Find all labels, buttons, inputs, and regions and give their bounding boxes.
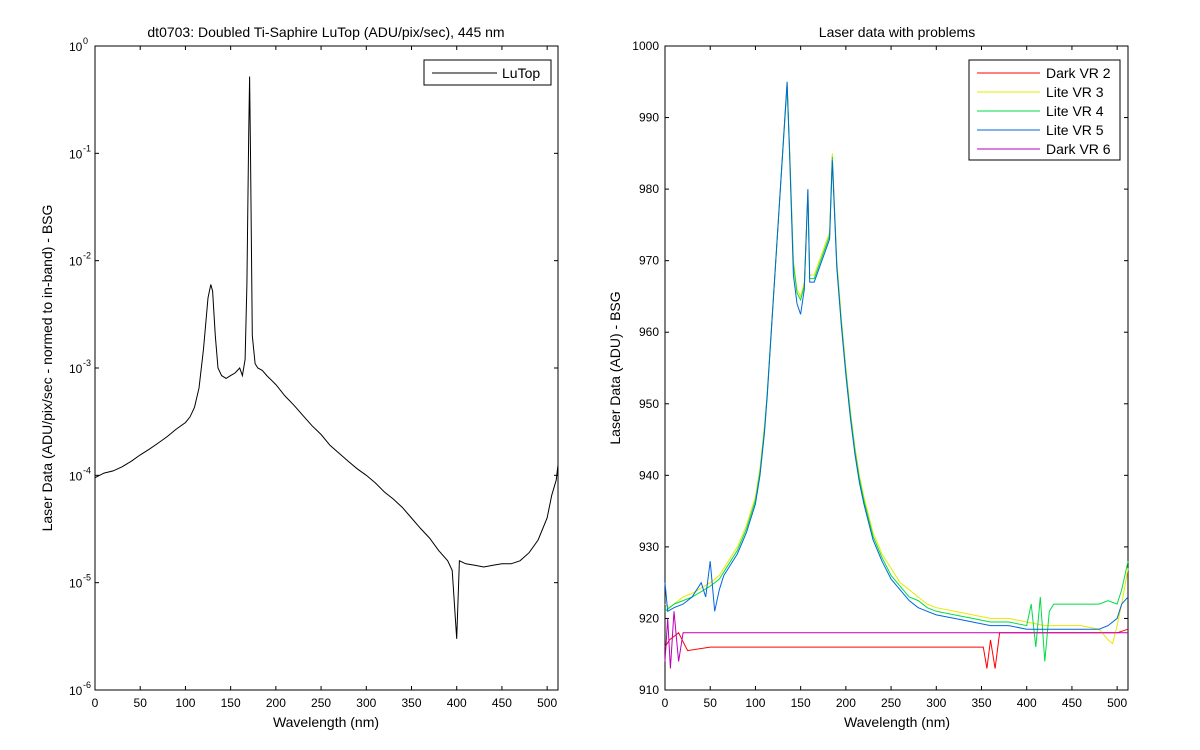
right-y-tick-label: 970 (639, 254, 659, 268)
right-series-lines (664, 81, 1129, 669)
right-y-tick-label: 1000 (632, 39, 659, 53)
right-x-tick-label: 350 (971, 696, 991, 710)
right-y-tick-label: 990 (639, 111, 659, 125)
left-plot-area (94, 45, 559, 691)
left-x-tick-label: 0 (92, 696, 99, 710)
right-series-line-dark-vr-6 (664, 611, 1128, 669)
right-legend-label: Lite VR 5 (1046, 122, 1104, 138)
right-x-tick-label: 250 (881, 696, 901, 710)
left-chart: dt0703: Doubled Ti-Saphire LuTop (ADU/pi… (39, 24, 559, 730)
left-x-ticks: 0 50 100 150 200 250 300 350 400 450 500 (92, 46, 557, 710)
left-y-tick-label-base: 10 (69, 362, 83, 376)
left-x-tick-label: 50 (134, 696, 148, 710)
left-x-axis-label: Wavelength (nm) (273, 714, 379, 730)
left-y-tick-label-base: 10 (69, 577, 83, 591)
left-series-line-lutop (94, 76, 559, 639)
left-x-tick-label: 200 (266, 696, 286, 710)
right-legend-box (968, 59, 1121, 161)
left-y-tick-label-exponent: -1 (83, 143, 91, 153)
left-x-tick-label: 500 (537, 696, 557, 710)
left-x-tick-label: 250 (311, 696, 331, 710)
left-y-axis-label: Laser Data (ADU/pix/sec - normed to in-b… (39, 205, 55, 532)
right-x-tick-label: 50 (704, 696, 718, 710)
left-x-tick-label: 100 (175, 696, 195, 710)
left-y-tick-label-base: 10 (69, 684, 83, 698)
right-legend: Dark VR 2 Lite VR 3 Lite VR 4 Lite VR 5 Dark… (968, 59, 1121, 161)
left-x-tick-label: 300 (356, 696, 376, 710)
right-series-line-lite-vr-5 (664, 81, 1129, 630)
right-x-tick-label: 0 (662, 696, 669, 710)
right-x-axis-label: Wavelength (nm) (844, 714, 950, 730)
right-legend-label: Dark VR 6 (1046, 141, 1111, 157)
right-y-tick-label: 960 (639, 325, 659, 339)
right-x-tick-label: 100 (745, 696, 765, 710)
left-y-tick-label-base: 10 (69, 147, 83, 161)
right-x-tick-label: 450 (1062, 696, 1082, 710)
left-y-tick-label-exponent: 0 (83, 36, 88, 46)
left-x-tick-label: 450 (492, 696, 512, 710)
left-chart-title: dt0703: Doubled Ti-Saphire LuTop (ADU/pi… (147, 24, 504, 40)
left-y-tick-label-exponent: -5 (83, 573, 91, 583)
right-legend-label: Lite VR 3 (1046, 84, 1104, 100)
left-series-lines (94, 76, 559, 639)
right-y-tick-label: 980 (639, 182, 659, 196)
left-y-tick-label-base: 10 (69, 255, 83, 269)
left-y-tick-label-exponent: -4 (83, 465, 91, 475)
right-y-tick-label: 940 (639, 468, 659, 482)
right-legend-label: Lite VR 4 (1046, 103, 1104, 119)
left-legend: LuTop (423, 59, 552, 86)
right-x-tick-label: 150 (791, 696, 811, 710)
right-chart-title: Laser data with problems (819, 24, 975, 40)
right-x-tick-label: 200 (836, 696, 856, 710)
left-y-tick-label-exponent: -6 (83, 680, 91, 690)
left-y-tick-label-base: 10 (69, 40, 83, 54)
left-x-tick-label: 150 (221, 696, 241, 710)
left-legend-label-lutop: LuTop (502, 65, 540, 81)
right-y-tick-label: 920 (639, 611, 659, 625)
right-y-axis-label: Laser Data (ADU) - BSG (607, 291, 623, 444)
right-legend-label: Dark VR 2 (1046, 65, 1111, 81)
right-chart: Laser data with problems Wavelength (nm)… (607, 24, 1129, 730)
right-legend-items: Dark VR 2 Lite VR 3 Lite VR 4 Lite VR 5 Dark… (977, 65, 1111, 157)
right-y-ticks: 910 920 930 940 950 960 970 980 990 1000 (632, 39, 1128, 697)
right-x-ticks: 0 50 100 150 200 250 300 350 400 450 500 (662, 46, 1127, 710)
right-x-tick-label: 300 (926, 696, 946, 710)
left-x-tick-label: 400 (447, 696, 467, 710)
right-x-tick-label: 400 (1017, 696, 1037, 710)
left-y-tick-label-exponent: -2 (83, 251, 91, 261)
right-y-tick-label: 910 (639, 683, 659, 697)
left-y-tick-label-base: 10 (69, 469, 83, 483)
right-y-tick-label: 930 (639, 540, 659, 554)
right-x-tick-label: 500 (1107, 696, 1127, 710)
left-y-tick-label-exponent: -3 (83, 358, 91, 368)
left-x-tick-label: 350 (401, 696, 421, 710)
right-y-tick-label: 950 (639, 397, 659, 411)
